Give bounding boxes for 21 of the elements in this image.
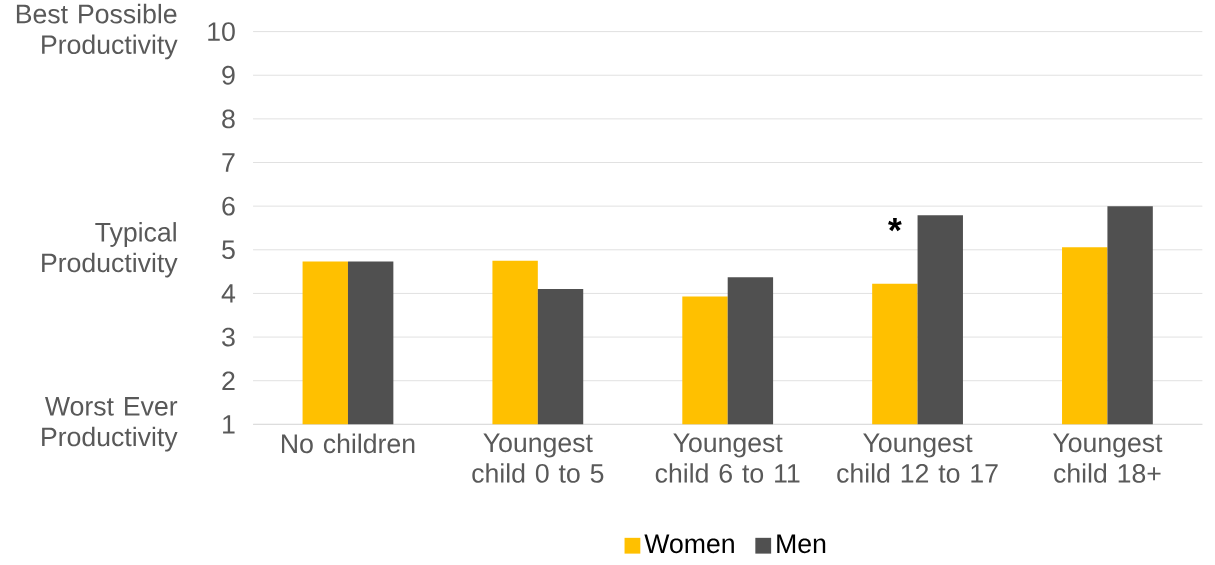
x-tick-label: Youngest child 18+ [1052, 433, 1163, 483]
text: Worst Ever Productivity [42, 397, 178, 452]
text: Typical Productivity [42, 222, 178, 278]
y-tick-label: 3 [222, 327, 235, 347]
legend-label: Women [644, 534, 734, 554]
x-tick-label: Youngest child 6 to 11 [655, 433, 800, 483]
y-tick-label: 9 [222, 65, 235, 85]
x-tick-label: Youngest child 0 to 5 [472, 433, 604, 483]
y-tick-label: 10 [208, 22, 235, 42]
y-tick-label: 2 [222, 371, 235, 391]
y-tick-label: 8 [222, 109, 235, 129]
y-tick-label: 6 [222, 196, 235, 216]
y-tick-label: 4 [221, 284, 236, 303]
annotation: * [888, 218, 902, 232]
text: Best Possible Productivity [16, 3, 178, 60]
y-tick-label: 7 [222, 153, 235, 172]
x-tick-label: Youngest child 12 to 17 [837, 433, 998, 483]
y-tick-label: 5 [222, 240, 235, 260]
legend-label: Men [777, 534, 826, 554]
x-tick-label: No children [282, 433, 415, 454]
y-tick-label: 1 [223, 415, 235, 434]
